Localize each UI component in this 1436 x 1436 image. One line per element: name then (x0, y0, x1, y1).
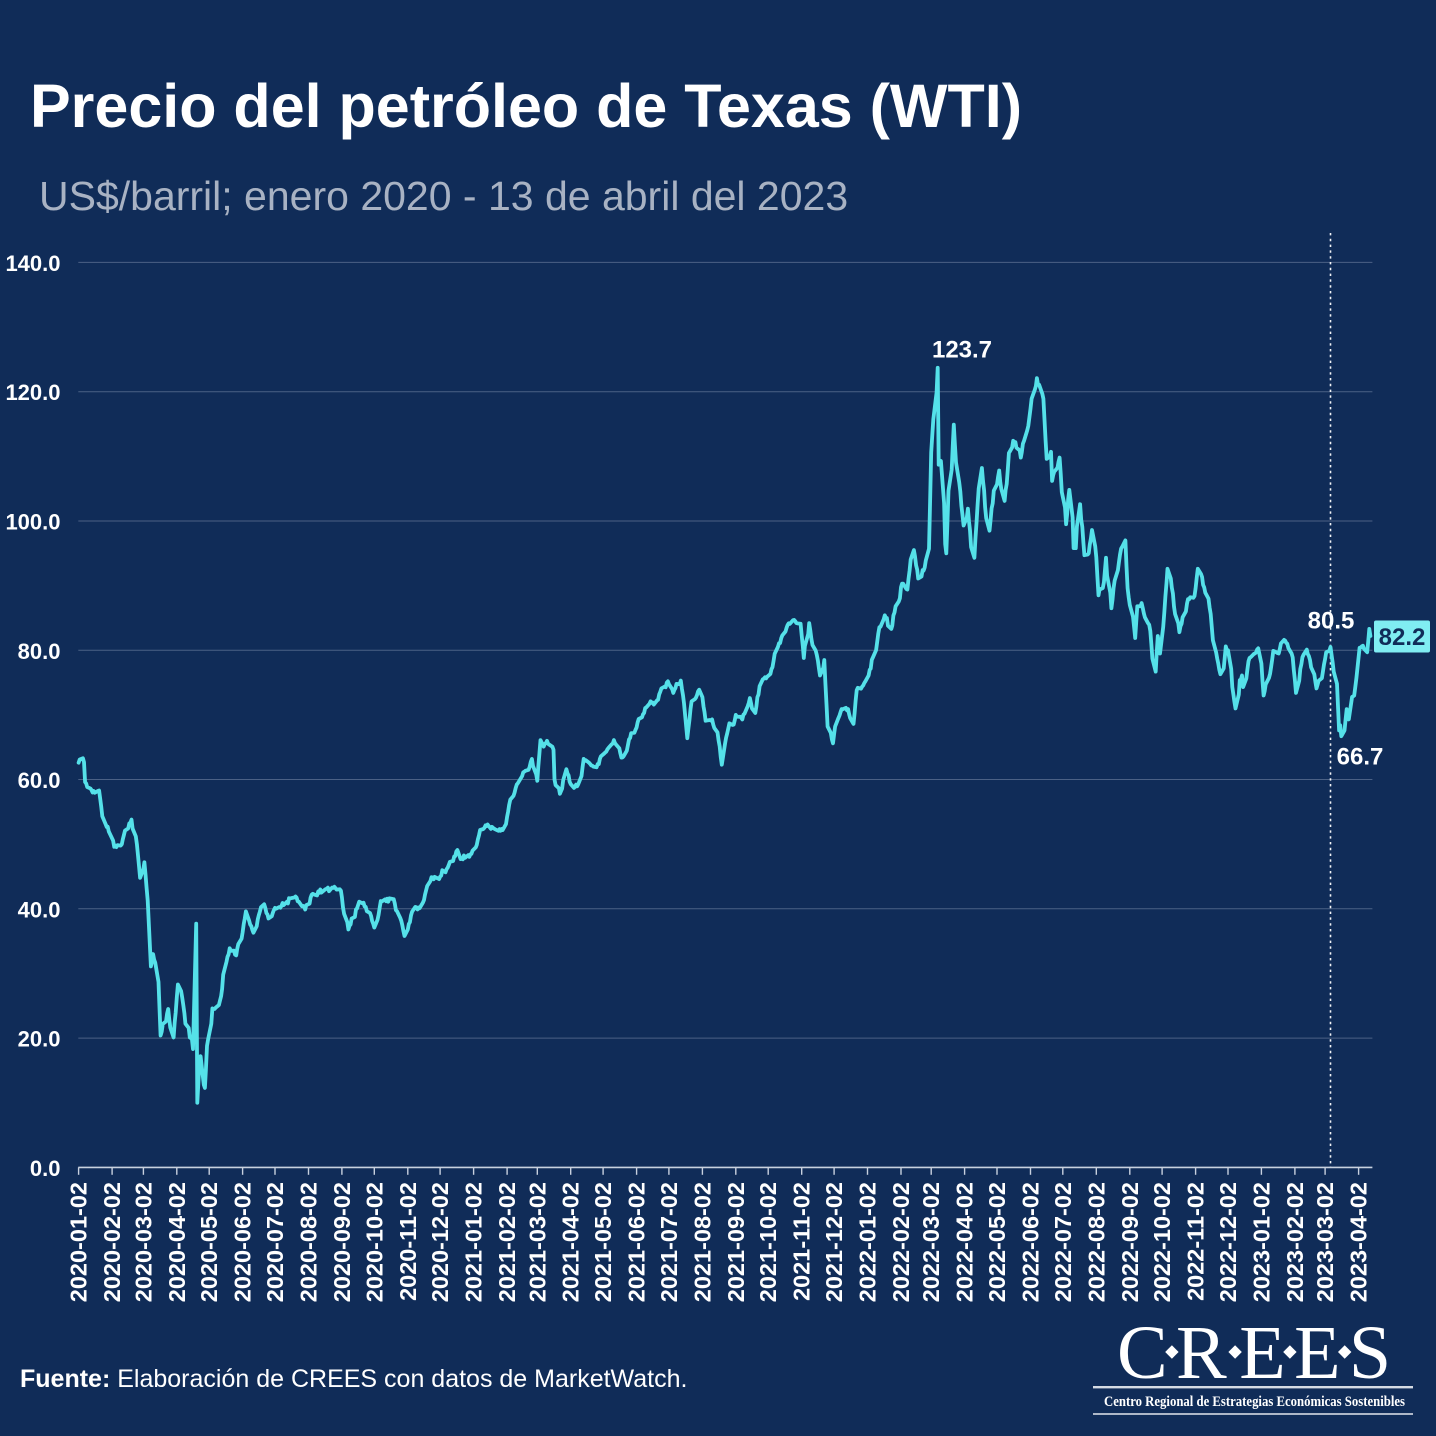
svg-text:2020-09-02: 2020-09-02 (329, 1182, 355, 1302)
svg-text:2022-03-02: 2022-03-02 (918, 1182, 944, 1302)
svg-text:2021-08-02: 2021-08-02 (689, 1182, 715, 1302)
svg-text:2022-04-02: 2022-04-02 (952, 1182, 978, 1302)
svg-text:2020-05-02: 2020-05-02 (196, 1182, 222, 1302)
svg-text:2022-10-02: 2022-10-02 (1149, 1182, 1175, 1302)
svg-text:60.0: 60.0 (18, 768, 61, 793)
svg-text:2021-07-02: 2021-07-02 (656, 1182, 682, 1302)
svg-text:2022-11-02: 2022-11-02 (1183, 1182, 1209, 1301)
svg-text:2023-02-02: 2023-02-02 (1282, 1182, 1308, 1302)
svg-text:140.0: 140.0 (5, 251, 60, 276)
svg-text:C: C (1117, 1311, 1168, 1395)
svg-text:2021-03-02: 2021-03-02 (524, 1182, 550, 1302)
svg-text:2020-10-02: 2020-10-02 (361, 1182, 387, 1302)
svg-text:2023-01-02: 2023-01-02 (1248, 1182, 1274, 1302)
svg-text:2021-02-02: 2021-02-02 (494, 1182, 520, 1302)
svg-text:66.7: 66.7 (1337, 744, 1384, 771)
svg-text:80.5: 80.5 (1308, 608, 1355, 635)
svg-text:82.2: 82.2 (1379, 624, 1426, 651)
svg-text:2020-07-02: 2020-07-02 (262, 1182, 288, 1302)
svg-text:123.7: 123.7 (932, 337, 992, 364)
svg-text:2021-04-02: 2021-04-02 (558, 1182, 584, 1302)
svg-text:2022-02-02: 2022-02-02 (888, 1182, 914, 1302)
svg-text:40.0: 40.0 (18, 897, 61, 922)
svg-text:2020-08-02: 2020-08-02 (296, 1182, 322, 1302)
svg-text:Centro Regional de Estrategias: Centro Regional de Estrategias Económica… (1104, 1394, 1405, 1410)
svg-text:E: E (1239, 1311, 1285, 1395)
svg-text:100.0: 100.0 (5, 510, 60, 535)
svg-text:0.0: 0.0 (30, 1156, 61, 1181)
svg-text:2022-06-02: 2022-06-02 (1018, 1182, 1044, 1302)
svg-text:2022-09-02: 2022-09-02 (1117, 1182, 1143, 1302)
svg-text:2020-06-02: 2020-06-02 (230, 1182, 256, 1302)
svg-text:2022-08-02: 2022-08-02 (1083, 1182, 1109, 1302)
svg-text:2020-11-02: 2020-11-02 (395, 1182, 421, 1301)
svg-text:2022-12-02: 2022-12-02 (1215, 1182, 1241, 1302)
svg-text:2021-11-02: 2021-11-02 (789, 1182, 815, 1301)
svg-text:2023-04-02: 2023-04-02 (1346, 1182, 1372, 1302)
svg-text:2021-06-02: 2021-06-02 (624, 1182, 650, 1302)
svg-text:20.0: 20.0 (18, 1027, 61, 1052)
svg-text:E: E (1294, 1311, 1340, 1395)
svg-text:2021-12-02: 2021-12-02 (821, 1182, 847, 1302)
svg-text:2022-07-02: 2022-07-02 (1050, 1182, 1076, 1302)
svg-text:2021-10-02: 2021-10-02 (755, 1182, 781, 1302)
svg-text:2020-04-02: 2020-04-02 (164, 1182, 190, 1302)
svg-text:2021-09-02: 2021-09-02 (723, 1182, 749, 1302)
svg-text:2022-05-02: 2022-05-02 (984, 1182, 1010, 1302)
svg-text:2021-05-02: 2021-05-02 (590, 1182, 616, 1302)
svg-text:2023-03-02: 2023-03-02 (1312, 1182, 1338, 1302)
svg-text:120.0: 120.0 (5, 380, 60, 405)
svg-text:2020-01-02: 2020-01-02 (66, 1182, 92, 1302)
svg-text:R: R (1176, 1311, 1227, 1395)
svg-text:80.0: 80.0 (18, 639, 61, 664)
svg-text:2020-03-02: 2020-03-02 (130, 1182, 156, 1302)
svg-text:S: S (1349, 1311, 1391, 1395)
svg-text:2021-01-02: 2021-01-02 (461, 1182, 487, 1302)
svg-text:2020-02-02: 2020-02-02 (99, 1182, 125, 1302)
svg-text:2022-01-02: 2022-01-02 (855, 1182, 881, 1302)
svg-text:2020-12-02: 2020-12-02 (427, 1182, 453, 1302)
